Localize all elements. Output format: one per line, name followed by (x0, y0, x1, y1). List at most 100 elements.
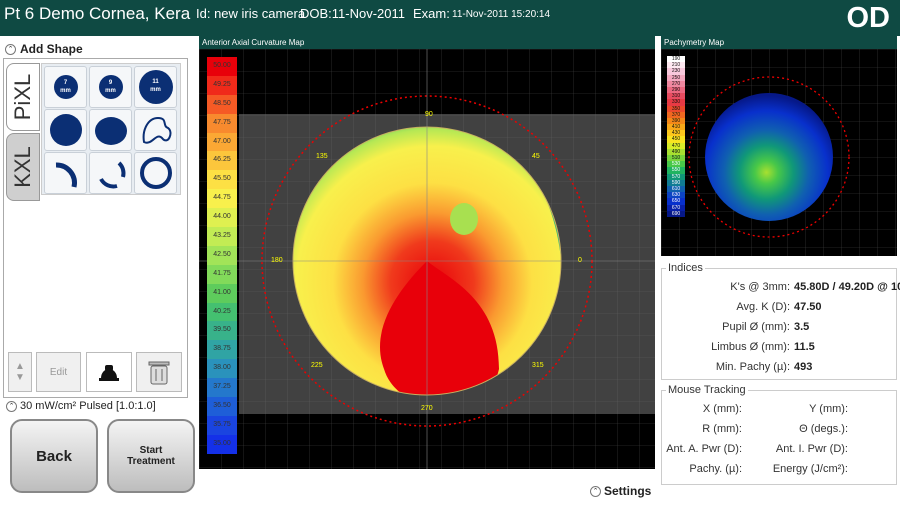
pachymetry-legend: 190 210 230 250 270 290 310 330 350 370 390 410 430 4… (667, 56, 685, 217)
angle-label-315: 315 (532, 362, 544, 369)
curvature-legend-entry: 44.75 (207, 189, 237, 209)
curvature-legend-entry: 43.25 (207, 227, 237, 246)
pachymetry-legend-entry: 490 (667, 148, 685, 155)
angle-label-135: 135 (316, 153, 328, 160)
tab-pixl[interactable]: PiXL (6, 63, 40, 131)
index-label: Pupil Ø (mm): (722, 321, 790, 333)
curvature-legend-entry: 37.25 (207, 378, 237, 398)
shape-arc-button[interactable] (44, 152, 87, 194)
curvature-legend-entry: 47.00 (207, 132, 237, 152)
curvature-legend-entry: 39.50 (207, 321, 237, 341)
curvature-legend-entry: 47.75 (207, 113, 237, 133)
shape-11mm-button[interactable]: 11 mm (134, 66, 177, 108)
index-label: Min. Pachy (µ): (715, 361, 790, 373)
pachymetry-map-title: Pachymetry Map (661, 36, 897, 49)
pachymetry-legend-entry: 210 (667, 62, 685, 69)
curvature-legend-entry: 50.00 (207, 57, 237, 76)
curvature-legend-entry: 35.75 (207, 415, 237, 435)
pachymetry-legend-entry: 430 (667, 130, 685, 137)
shape-7mm-button[interactable]: 7 mm (44, 66, 87, 108)
pachymetry-legend-entry: 190 (667, 56, 685, 63)
tracking-label: Ant. A. Pwr (D): (666, 443, 742, 455)
collapse-icon: ⌃ (6, 400, 17, 412)
pachymetry-legend-entry: 270 (667, 80, 685, 87)
pachymetry-legend-entry: 590 (667, 179, 685, 186)
curvature-legend-entry: 35.00 (207, 434, 237, 454)
pachymetry-legend-entry: 330 (667, 99, 685, 106)
shape-ellipse-button[interactable] (89, 109, 132, 151)
axial-map-title: Anterior Axial Curvature Map (199, 36, 655, 49)
curvature-legend-entry: 46.25 (207, 151, 237, 171)
pachymetry-legend-entry: 350 (667, 105, 685, 112)
eye-indicator: OD (846, 2, 891, 34)
index-value: 3.5 (794, 321, 810, 333)
angle-label-270: 270 (421, 405, 433, 412)
pachymetry-legend-entry: 530 (667, 161, 685, 168)
angle-label-0: 0 (578, 257, 582, 264)
tab-kxl[interactable]: KXL (6, 133, 40, 201)
pulse-setting[interactable]: ⌃ 30 mW/cm² Pulsed [1.0:1.0] (6, 400, 156, 412)
pachymetry-legend-entry: 510 (667, 155, 685, 162)
pachymetry-legend-entry: 230 (667, 68, 685, 75)
index-label: Avg. K (D): (736, 301, 790, 313)
curvature-legend-entry: 40.25 (207, 302, 237, 322)
up-arrow-icon[interactable]: ▲ (15, 361, 25, 372)
shape-ring-button[interactable] (134, 152, 177, 194)
edit-button[interactable]: Edit (36, 352, 81, 392)
shape-circle-button[interactable] (44, 109, 87, 151)
indices-panel: Indices K's @ 3mm: 45.80D / 49.20D @ 109°… (661, 262, 900, 380)
pachymetry-legend-entry: 610 (667, 185, 685, 193)
axial-map-graphic (199, 49, 655, 469)
ring-icon (139, 157, 172, 189)
index-value: 47.50 (794, 301, 822, 313)
shape-split-ring-button[interactable] (89, 152, 132, 194)
lamp-button[interactable] (86, 352, 132, 392)
curvature-legend-entry: 41.75 (207, 264, 237, 284)
pachymetry-legend-entry: 650 (667, 198, 685, 205)
axial-curvature-map[interactable]: 50.00 49.25 48.50 47.75 47.00 46.25 45.50 44.75… (199, 49, 655, 469)
pachymetry-legend-entry: 470 (667, 142, 685, 149)
size-9mm: 9 mm (98, 75, 123, 99)
shape-grid: 7 mm 9 mm 11 mm (41, 63, 181, 195)
angle-label-180: 180 (271, 257, 283, 264)
mouse-tracking-title: Mouse Tracking (666, 384, 748, 396)
tracking-label: X (mm): (702, 403, 742, 415)
indices-title: Indices (666, 262, 705, 274)
exam-label: Exam: (413, 6, 450, 21)
tracking-label: R (mm): (702, 423, 742, 435)
add-shape-header[interactable]: ⌃ Add Shape (5, 42, 83, 56)
curvature-legend-entry: 49.25 (207, 75, 237, 95)
expand-icon: ⌃ (590, 485, 601, 497)
index-value: 45.80D / 49.20D @ 109° (794, 281, 900, 293)
down-arrow-icon[interactable]: ▼ (15, 372, 25, 383)
pachymetry-legend-entry: 250 (667, 74, 685, 81)
add-shape-title: Add Shape (20, 42, 83, 56)
start-treatment-button[interactable]: Start Treatment (107, 419, 195, 493)
angle-label-90: 90 (425, 111, 433, 118)
scroll-arrows[interactable]: ▲ ▼ (8, 352, 32, 392)
index-value: 493 (794, 361, 813, 373)
settings-toggle[interactable]: ⌃ Settings (590, 484, 651, 498)
pachymetry-legend-entry: 410 (667, 124, 685, 131)
freeform-shape-icon (142, 116, 171, 144)
collapse-icon: ⌃ (5, 43, 16, 55)
pachymetry-map[interactable]: 190 210 230 250 270 290 310 330 350 370 390 410 430 4… (661, 49, 897, 256)
pachymetry-legend-entry: 630 (667, 192, 685, 199)
tracking-label: Y (mm): (809, 403, 848, 415)
tracking-label: Energy (J/cm²): (772, 463, 848, 475)
shape-freeform-button[interactable] (134, 109, 177, 151)
curvature-legend-entry: 38.75 (207, 340, 237, 360)
size-11mm: 11 mm (138, 70, 173, 104)
back-button[interactable]: Back (10, 419, 98, 493)
patient-dob: DOB:11-Nov-2011 (300, 6, 406, 21)
curvature-legend-entry: 42.50 (207, 245, 237, 265)
index-label: Limbus Ø (mm): (711, 341, 790, 353)
mouse-tracking-panel: Mouse Tracking X (mm): Y (mm): R (mm): Θ (d… (661, 384, 897, 485)
tracking-label: Pachy. (µ): (689, 463, 742, 475)
delete-button[interactable] (136, 352, 182, 392)
shape-9mm-button[interactable]: 9 mm (89, 66, 132, 108)
curvature-legend-entry: 44.00 (207, 208, 237, 228)
tracking-label: Ant. I. Pwr (D): (775, 443, 848, 455)
angle-label-225: 225 (311, 362, 323, 369)
index-value: 11.5 (794, 341, 815, 353)
